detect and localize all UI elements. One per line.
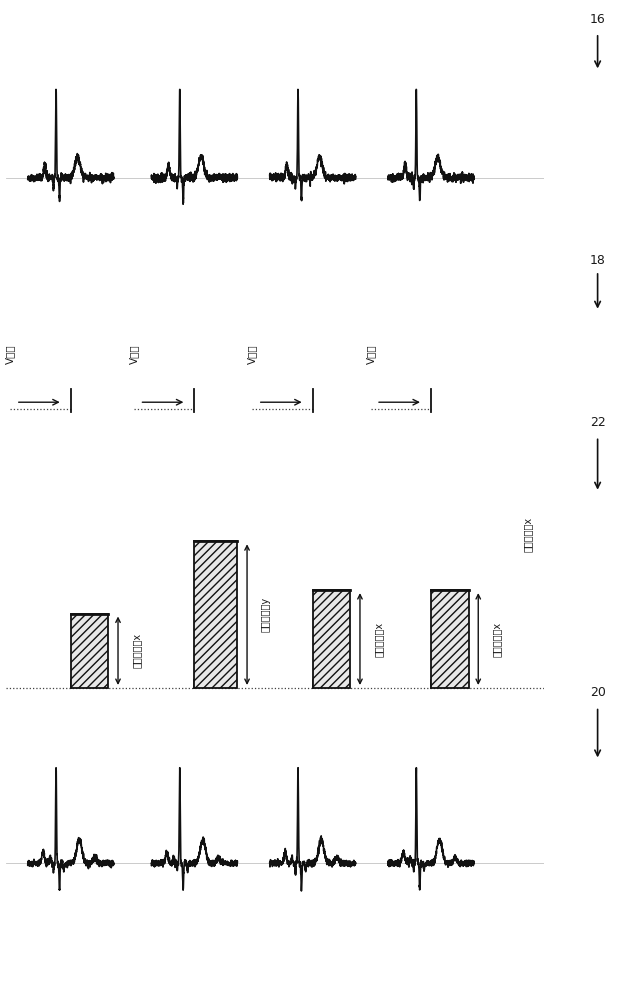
Text: V感测: V感测 [247,344,258,364]
Text: 16: 16 [590,13,606,26]
Text: 持续时间＝x: 持续时间＝x [492,621,502,657]
Text: 持续时间＝y: 持续时间＝y [261,597,271,632]
Text: 持续时间＝x: 持续时间＝x [373,621,383,657]
Text: 18: 18 [590,254,606,267]
Text: 持续时间＝x: 持续时间＝x [132,633,142,668]
Bar [313,590,350,688]
Text: 22: 22 [590,416,606,429]
Bar [70,614,108,688]
Text: 持续时间＝x: 持续时间＝x [523,517,533,552]
Bar [195,541,237,688]
Text: V感测: V感测 [6,344,15,364]
Text: V起搦: V起搦 [129,344,139,364]
Bar [431,590,468,688]
Text: 20: 20 [590,686,606,699]
Text: V感测: V感测 [366,344,376,364]
